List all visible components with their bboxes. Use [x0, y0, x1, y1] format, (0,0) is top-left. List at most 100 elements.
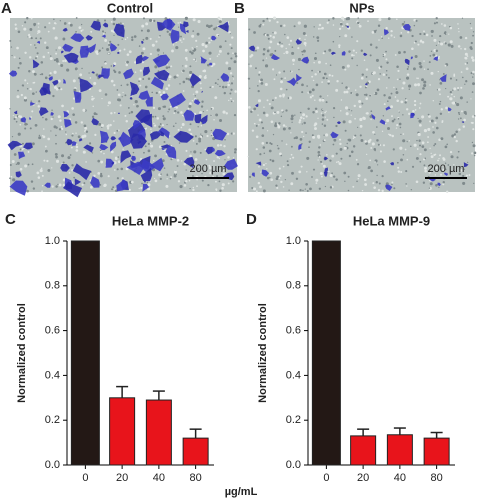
texture	[195, 60, 197, 62]
texture	[185, 77, 188, 80]
texture	[437, 42, 440, 44]
texture	[185, 180, 188, 183]
texture	[294, 114, 296, 116]
texture	[370, 169, 373, 173]
cell	[109, 42, 118, 52]
texture	[155, 91, 158, 95]
texture	[204, 44, 208, 48]
texture	[16, 161, 20, 165]
texture	[113, 70, 117, 74]
texture	[314, 107, 318, 111]
texture	[418, 61, 422, 66]
texture	[217, 83, 219, 85]
texture	[451, 93, 453, 96]
texture	[318, 23, 322, 27]
texture	[269, 171, 273, 175]
texture	[466, 55, 469, 57]
texture	[91, 115, 95, 119]
texture	[453, 73, 456, 76]
texture	[338, 44, 341, 47]
texture	[177, 128, 180, 131]
texture	[337, 160, 340, 163]
texture	[402, 139, 406, 143]
texture	[397, 118, 400, 120]
texture	[297, 21, 301, 25]
texture	[298, 68, 300, 71]
texture	[247, 77, 251, 80]
texture	[230, 132, 233, 135]
texture	[58, 87, 61, 90]
texture	[264, 82, 268, 86]
texture	[194, 135, 197, 138]
texture	[19, 148, 22, 151]
cell	[173, 130, 194, 143]
cell	[183, 109, 195, 121]
texture	[55, 49, 57, 51]
texture	[259, 185, 262, 189]
texture	[260, 78, 263, 82]
texture	[98, 49, 101, 52]
texture	[464, 47, 467, 51]
texture	[398, 111, 400, 113]
texture	[251, 129, 255, 132]
cell	[410, 113, 414, 119]
texture	[106, 124, 110, 128]
texture	[344, 68, 347, 71]
texture	[355, 93, 359, 97]
texture	[359, 117, 363, 122]
texture	[257, 99, 262, 103]
cell	[447, 107, 452, 112]
texture	[230, 82, 234, 85]
texture	[30, 44, 32, 46]
texture	[210, 107, 213, 110]
texture	[157, 107, 161, 111]
texture	[210, 114, 212, 117]
texture	[313, 56, 318, 61]
texture	[262, 189, 266, 193]
texture	[321, 26, 324, 30]
texture	[104, 93, 108, 96]
texture	[210, 134, 213, 137]
texture	[379, 73, 381, 75]
texture	[284, 178, 287, 181]
texture	[460, 71, 463, 73]
texture	[308, 146, 310, 149]
texture	[440, 42, 444, 46]
texture	[255, 148, 258, 151]
texture	[277, 125, 281, 129]
texture	[257, 114, 259, 116]
texture	[162, 91, 166, 94]
texture	[339, 142, 342, 146]
texture	[9, 177, 11, 180]
texture	[280, 44, 284, 48]
y-tick-label: 0.2	[45, 414, 60, 426]
texture	[234, 90, 237, 93]
texture	[455, 130, 458, 133]
texture	[393, 36, 396, 39]
texture	[427, 127, 431, 131]
texture	[140, 51, 144, 55]
texture	[392, 148, 395, 151]
cell	[63, 52, 79, 63]
texture	[440, 23, 443, 25]
texture	[122, 91, 124, 94]
texture	[307, 107, 310, 111]
texture	[301, 123, 303, 125]
texture	[280, 115, 283, 118]
texture	[460, 86, 463, 89]
texture	[351, 36, 353, 38]
texture	[99, 174, 103, 178]
texture	[304, 38, 306, 41]
texture	[414, 109, 417, 111]
texture	[229, 43, 232, 46]
texture	[292, 63, 295, 65]
texture	[298, 119, 302, 122]
texture	[322, 76, 325, 80]
texture	[133, 104, 135, 106]
cell	[154, 69, 170, 81]
texture	[141, 24, 145, 28]
texture	[449, 97, 453, 101]
texture	[16, 46, 19, 50]
texture	[288, 43, 291, 46]
texture	[373, 92, 376, 94]
